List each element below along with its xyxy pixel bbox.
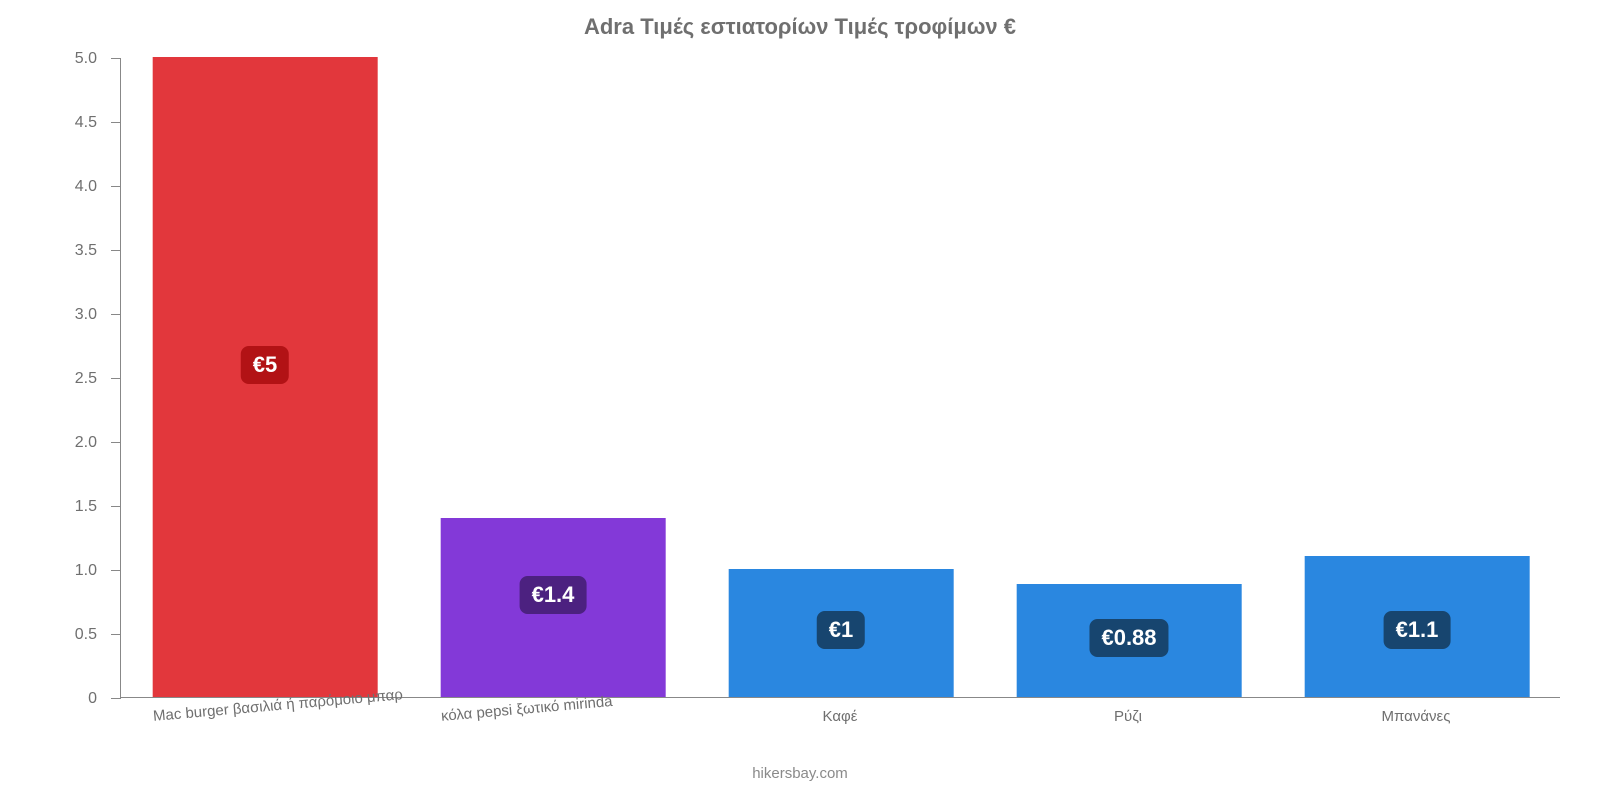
- bar-slot: €1.1: [1273, 58, 1561, 697]
- y-tick-label: 4.5: [75, 114, 111, 132]
- chart-title: Adra Τιμές εστιατορίων Τιμές τροφίμων €: [0, 14, 1600, 40]
- bar-slot: €5: [121, 58, 409, 697]
- y-tick: 4.5: [111, 122, 121, 123]
- y-tick-label: 1.5: [75, 498, 111, 516]
- y-tick: 3.5: [111, 250, 121, 251]
- y-tick-label: 3.0: [75, 306, 111, 324]
- x-axis-labels: Mac burger βασιλιά ή παρόμοιο μπαρκόλα p…: [120, 698, 1560, 758]
- y-tick-label: 0.5: [75, 626, 111, 644]
- y-tick-label: 1.0: [75, 562, 111, 580]
- y-tick: 0.5: [111, 634, 121, 635]
- credit-text: hikersbay.com: [0, 765, 1600, 782]
- y-tick: 5.0: [111, 58, 121, 59]
- y-tick-label: 3.5: [75, 242, 111, 260]
- x-axis-label-text: κόλα pepsi ξωτικό mirinda: [440, 693, 613, 725]
- value-badge: €1: [817, 611, 865, 649]
- y-tick-label: 0: [88, 690, 111, 708]
- plot-area: €5€1.4€1€0.88€1.1 00.51.01.52.02.53.03.5…: [120, 58, 1560, 698]
- y-tick: 4.0: [111, 186, 121, 187]
- y-tick-label: 4.0: [75, 178, 111, 196]
- value-badge: €0.88: [1089, 619, 1168, 657]
- x-axis-label-text: Μπανάνες: [1382, 708, 1451, 725]
- y-tick: 1.5: [111, 506, 121, 507]
- value-badge: €1.1: [1384, 611, 1451, 649]
- y-tick-label: 2.0: [75, 434, 111, 452]
- bar-slot: €1: [697, 58, 985, 697]
- y-tick-label: 2.5: [75, 370, 111, 388]
- x-axis-label-text: Καφέ: [823, 708, 858, 725]
- bars-layer: €5 €1.4 €1 €0.88 €1.1: [121, 58, 1560, 697]
- y-tick: 2.5: [111, 378, 121, 379]
- value-badge: €1.4: [520, 576, 587, 614]
- value-badge: €5: [241, 346, 289, 384]
- x-axis-label-text: Ρύζι: [1114, 708, 1142, 725]
- bar-slot: €1.4: [409, 58, 697, 697]
- price-bar-chart: Adra Τιμές εστιατορίων Τιμές τροφίμων € …: [0, 0, 1600, 800]
- bar-slot: €0.88: [985, 58, 1273, 697]
- y-tick-label: 5.0: [75, 50, 111, 68]
- y-tick: 2.0: [111, 442, 121, 443]
- y-tick: 1.0: [111, 570, 121, 571]
- y-tick: 3.0: [111, 314, 121, 315]
